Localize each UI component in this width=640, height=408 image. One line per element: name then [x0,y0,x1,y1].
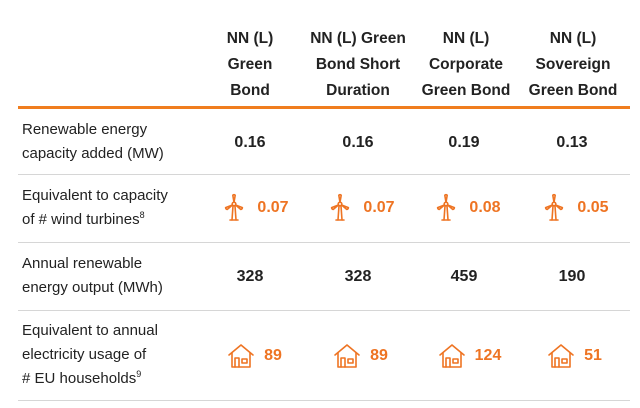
column-header-line: NN (L) [549,30,597,47]
cell-value: 0.13 [556,134,588,151]
cell-households-sovereign: 51 [532,340,616,372]
cell-value: 0.05 [577,199,609,216]
cell-output-sovereign: 190 [522,262,622,292]
row-label-line: Annual renewable [22,255,143,272]
row-label-wind-turbines: Equivalent to capacity of # wind turbine… [22,184,212,232]
row-divider [18,174,630,175]
column-header-line: Green [227,56,273,73]
cell-turbines-short-duration: 0.07 [318,192,402,224]
column-header-line: Corporate [428,56,504,73]
column-header-line: NN (L) [442,30,490,47]
column-header-corporate-green-bond: NN (L) Corporate Green Bond [414,26,518,104]
cell-turbines-corporate: 0.08 [424,192,508,224]
cell-households-short-duration: 89 [318,340,402,372]
wind-turbine-icon [325,193,355,223]
cell-households-corporate: 124 [424,340,514,372]
row-divider [18,242,630,243]
cell-value: 0.07 [257,199,289,216]
column-header-green-bond: NN (L) Green Bond [200,26,300,104]
column-header-line: Duration [326,82,390,99]
cell-value: 459 [450,268,478,285]
wind-turbine-icon [431,193,461,223]
cell-capacity-sovereign: 0.13 [522,128,622,158]
wind-turbine-icon [539,193,569,223]
cell-value: 89 [264,347,282,364]
cell-output-green-bond: 328 [200,262,300,292]
row-label-line: energy output (MWh) [22,279,163,296]
row-label-capacity-added: Renewable energy capacity added (MW) [22,118,212,166]
column-header-line: NN (L) Green [310,30,406,47]
row-divider [18,400,630,401]
cell-capacity-green-bond: 0.16 [200,128,300,158]
footnote-marker: 8 [139,210,145,220]
cell-capacity-short-duration: 0.16 [308,128,408,158]
cell-output-corporate: 459 [414,262,514,292]
row-label-line: electricity usage of [22,346,147,363]
cell-value: 0.19 [448,134,480,151]
cell-value: 51 [584,347,602,364]
row-label-line: capacity added (MW) [22,145,164,162]
row-label-line: of # wind turbines [22,211,140,228]
house-icon [332,341,362,371]
column-header-green-bond-short-duration: NN (L) Green Bond Short Duration [300,26,416,104]
header-divider [18,106,630,109]
cell-value: 190 [558,268,586,285]
house-icon [546,341,576,371]
footnote-marker: 9 [136,369,142,379]
cell-value: 0.16 [342,134,374,151]
column-header-line: NN (L) [226,30,274,47]
house-icon [226,341,256,371]
column-header-line: Sovereign [535,56,611,73]
cell-value: 0.07 [363,199,395,216]
column-header-line: Green Bond [528,82,618,99]
cell-households-green-bond: 89 [212,340,296,372]
row-label-households: Equivalent to annual electricity usage o… [22,319,212,391]
cell-value: 124 [474,347,502,364]
house-icon [437,341,467,371]
cell-value: 0.08 [469,199,501,216]
cell-capacity-corporate: 0.19 [414,128,514,158]
row-label-line: Renewable energy [22,121,148,138]
cell-value: 328 [236,268,264,285]
cell-value: 0.16 [234,134,266,151]
cell-value: 89 [370,347,388,364]
column-header-sovereign-green-bond: NN (L) Sovereign Green Bond [520,26,626,104]
column-header-line: Green Bond [421,82,511,99]
column-header-line: Bond [230,82,270,99]
row-label-energy-output: Annual renewable energy output (MWh) [22,252,212,300]
row-label-line: Equivalent to annual [22,322,158,339]
cell-turbines-green-bond: 0.07 [212,192,296,224]
cell-value: 328 [344,268,372,285]
cell-output-short-duration: 328 [308,262,408,292]
column-header-line: Bond Short [315,56,401,73]
wind-turbine-icon [219,193,249,223]
row-label-line: Equivalent to capacity [22,187,168,204]
row-label-line: # EU households [22,370,137,387]
row-divider [18,310,630,311]
cell-turbines-sovereign: 0.05 [532,192,616,224]
